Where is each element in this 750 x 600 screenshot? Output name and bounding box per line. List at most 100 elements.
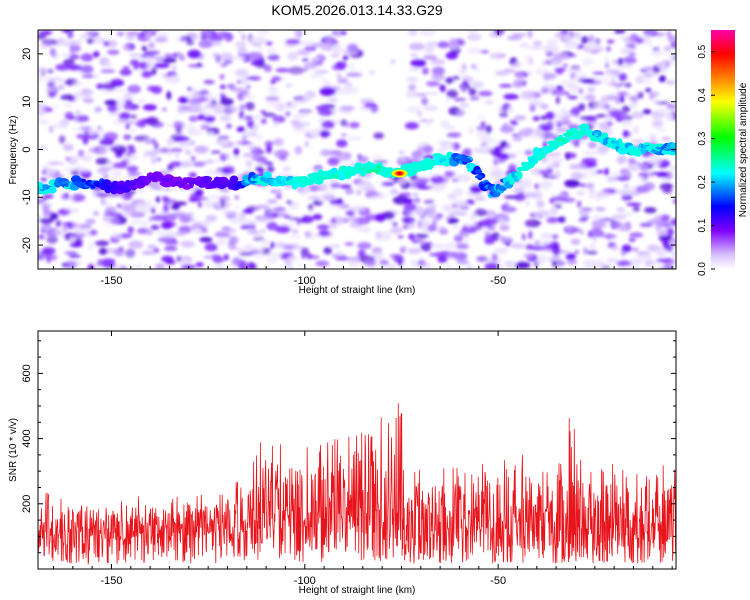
spectrogram-noise-cell <box>119 69 132 76</box>
spectrogram-noise-cell <box>421 145 434 154</box>
spectrogram-noise-cell <box>69 44 81 53</box>
spectrogram-noise-cell <box>614 221 621 227</box>
spectrogram-noise-cell <box>232 156 242 160</box>
spectrogram-noise-cell <box>460 205 470 210</box>
spectrogram-noise-cell <box>321 78 330 83</box>
spectrogram-noise-cell <box>478 90 493 97</box>
spectrogram-noise-cell <box>604 56 610 64</box>
spectrogram-noise-cell <box>616 85 621 91</box>
spectrogram-noise-cell <box>568 163 584 170</box>
spectrogram-noise-cell <box>38 66 47 74</box>
spectrogram-noise-cell <box>97 145 108 154</box>
spectrogram-noise-cell <box>532 190 543 200</box>
signal-track-core <box>43 187 50 190</box>
spectrogram-noise-cell <box>329 199 344 205</box>
spectrogram-noise-cell <box>545 111 555 120</box>
spectrogram-noise-cell <box>560 120 572 126</box>
spectrogram-noise-cell <box>578 103 586 111</box>
spectrogram-noise-cell <box>588 168 599 177</box>
spectrogram-noise-cell <box>452 199 466 205</box>
spectrogram-y-ticks: -20 -10 0 10 20 <box>21 48 676 253</box>
spectrogram-noise-cell <box>445 255 453 259</box>
spectrogram-noise-cell <box>540 131 555 140</box>
spectrogram-noise-cell <box>646 219 658 224</box>
colorbar: 0.0 0.1 0.2 0.3 0.4 0.5 Normalized spectral a… <box>697 30 749 276</box>
spectrogram-noise-cell <box>150 155 157 165</box>
spectrogram-noise-cell <box>622 129 629 138</box>
spectrogram-noise-cell <box>324 192 333 197</box>
spectrogram-noise-cell <box>466 224 471 230</box>
spectrogram-noise-cell <box>201 120 207 125</box>
spectrogram-noise-cell <box>274 225 291 234</box>
spectrogram-noise-cell <box>327 98 339 102</box>
spectrogram-noise-cell <box>506 35 523 41</box>
spectrogram-noise-cell <box>247 142 255 151</box>
spectrogram-noise-cell <box>41 165 51 169</box>
spectrogram-noise-cell <box>68 54 80 60</box>
signal-track-cell <box>229 175 239 184</box>
spectrogram-noise-cell <box>176 231 186 236</box>
spectrogram-noise-cell <box>188 115 198 123</box>
chart-title: KOM5.2026.013.14.33.G29 <box>271 2 442 18</box>
spectrogram-noise-cell <box>419 30 436 37</box>
colorbar-ticks: 0.0 0.1 0.2 0.3 0.4 0.5 <box>697 44 715 276</box>
signal-track-core <box>133 178 139 183</box>
spectrogram-noise-cell <box>304 46 317 51</box>
spectrogram-noise-cell <box>515 261 531 269</box>
spectrogram-noise-cell <box>615 176 631 181</box>
spectrogram-noise-cell <box>288 217 301 221</box>
spectrogram-noise-cell <box>497 264 503 269</box>
spectrogram-noise-cell <box>550 206 558 216</box>
spectrogram-noise-cell <box>658 75 666 83</box>
spectrogram-noise-cell <box>320 149 332 157</box>
spectrogram-noise-cell <box>444 170 455 178</box>
signal-track-core <box>116 184 125 187</box>
signal-track-core <box>148 175 157 180</box>
spectrogram-noise-cell <box>47 161 59 165</box>
spectrogram-noise-cell <box>399 155 406 160</box>
spectrogram-noise-cell <box>494 30 505 36</box>
spectrogram-noise-cell <box>119 265 127 269</box>
spectrogram-noise-cell <box>379 231 394 235</box>
spectrogram-noise-cell <box>191 155 196 162</box>
spectrogram-noise-cell <box>662 189 673 194</box>
spectrogram-noise-cell <box>614 30 626 34</box>
spectrogram-noise-cell <box>271 76 282 82</box>
spectrogram-noise-cell <box>407 83 417 91</box>
spectrogram-noise-cell <box>576 190 585 196</box>
spectrogram-noise-cell <box>179 258 191 266</box>
spectrogram-noise-cell <box>247 227 254 235</box>
spectrogram-noise-cell <box>328 204 343 209</box>
signal-track-core <box>180 183 185 186</box>
spectrogram-noise-cell <box>535 127 543 137</box>
spectrogram-noise-cell <box>89 229 98 236</box>
spectrogram-noise-cell <box>436 213 444 219</box>
spectrogram-noise-cell <box>308 210 313 215</box>
signal-track-core <box>251 175 256 178</box>
spectrogram-noise-cell <box>553 200 565 205</box>
spectrogram-noise-cell <box>194 197 209 201</box>
spectrogram-noise-cell <box>162 58 177 63</box>
signal-track-core <box>619 148 628 151</box>
spectrogram-noise-cell <box>303 62 317 70</box>
spectrogram-noise-cell <box>254 163 267 167</box>
spectrogram-noise-cell <box>648 155 663 159</box>
spectrogram-noise-cell <box>140 221 150 227</box>
spectrogram-noise-cell <box>656 61 667 68</box>
spectrogram-noise-cell <box>57 37 66 42</box>
spectrogram-noise-cell <box>462 148 472 153</box>
spectrogram-noise-cell <box>588 43 596 51</box>
spectrogram-noise-cell <box>60 30 75 33</box>
spectrogram-noise-cell <box>413 193 419 197</box>
spectrogram-noise-cell <box>624 184 629 189</box>
spectrogram-noise-cell <box>145 60 154 70</box>
spectrogram-noise-cell <box>468 126 474 135</box>
spectrogram-noise-cell <box>289 235 302 240</box>
spectrogram-noise-cell <box>348 207 359 211</box>
spectrogram-noise-cell <box>199 237 213 243</box>
y-tick-label: 20 <box>21 48 33 60</box>
spectrogram-noise-cell <box>152 214 167 221</box>
spectrogram-noise-cell <box>330 84 341 89</box>
spectrogram-noise-cell <box>337 77 349 84</box>
